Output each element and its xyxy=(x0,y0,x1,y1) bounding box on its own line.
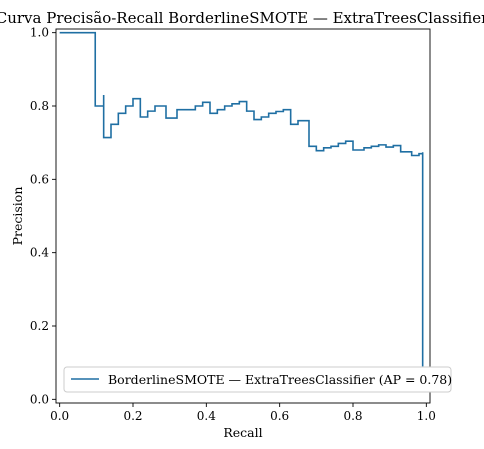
plot-frame xyxy=(55,28,431,404)
y-axis-ticks: 0.0 0.2 0.4 0.6 0.8 1.0 xyxy=(30,26,56,406)
y-tick-label: 0.0 xyxy=(30,392,49,406)
x-axis-ticks: 0.0 0.2 0.4 0.6 0.8 1.0 xyxy=(50,403,436,423)
legend: BorderlineSMOTE — ExtraTreesClassifier (… xyxy=(63,366,452,393)
y-axis-label: Precision xyxy=(10,187,25,246)
y-tick-label: 0.8 xyxy=(30,99,49,113)
x-tick-label: 0.0 xyxy=(50,409,69,423)
legend-label: BorderlineSMOTE — ExtraTreesClassifier (… xyxy=(108,372,452,387)
chart-title: Curva Precisão-Recall BorderlineSMOTE — … xyxy=(0,9,484,27)
y-tick-label: 0.2 xyxy=(30,319,49,333)
x-tick-label: 0.2 xyxy=(123,409,142,423)
y-tick-label: 1.0 xyxy=(30,26,49,40)
x-tick-label: 0.8 xyxy=(343,409,362,423)
x-tick-label: 0.6 xyxy=(270,409,289,423)
precision-recall-curve xyxy=(59,31,424,367)
x-axis-label: Recall xyxy=(223,425,262,440)
y-tick-label: 0.4 xyxy=(30,246,49,260)
y-tick-label: 0.6 xyxy=(30,172,49,186)
legend-box xyxy=(63,366,452,393)
x-tick-label: 0.4 xyxy=(197,409,216,423)
x-tick-label: 1.0 xyxy=(417,409,436,423)
